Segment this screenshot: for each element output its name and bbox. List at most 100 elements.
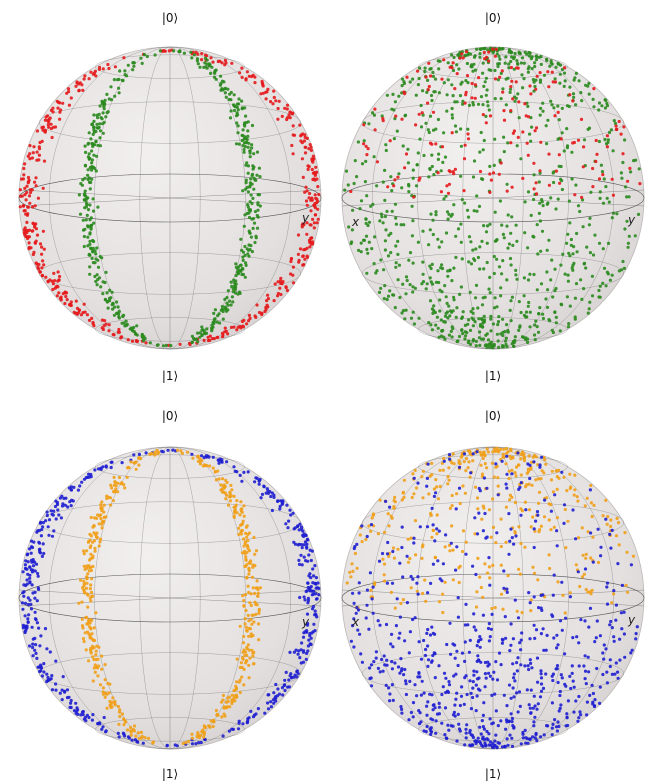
state-point — [250, 146, 254, 150]
state-point — [520, 335, 525, 339]
state-point — [404, 292, 408, 296]
state-point — [80, 480, 84, 484]
state-point — [284, 670, 288, 675]
state-point — [307, 147, 311, 151]
state-point — [571, 263, 575, 268]
state-point — [237, 142, 241, 146]
state-point — [522, 456, 527, 460]
state-point — [253, 75, 257, 79]
state-point — [227, 729, 231, 733]
state-point — [609, 128, 614, 132]
state-point — [67, 103, 71, 107]
state-point — [460, 454, 464, 458]
state-point — [89, 557, 93, 561]
state-point — [82, 590, 87, 595]
state-point — [619, 132, 623, 136]
state-point — [533, 715, 537, 719]
state-point — [83, 163, 87, 167]
state-point — [265, 303, 269, 307]
state-point — [359, 652, 363, 656]
state-point — [94, 129, 98, 134]
state-point — [558, 81, 562, 85]
state-point — [478, 52, 482, 56]
state-point — [469, 65, 473, 69]
state-point — [296, 233, 301, 237]
state-point — [393, 117, 397, 121]
state-point — [96, 258, 100, 262]
state-point — [525, 52, 529, 56]
state-point — [526, 278, 531, 282]
state-point — [285, 503, 289, 507]
state-point — [468, 342, 473, 346]
state-point — [233, 508, 237, 512]
state-point — [384, 148, 388, 153]
state-point — [240, 675, 244, 679]
state-point — [486, 100, 490, 104]
state-point — [541, 686, 546, 691]
state-point — [445, 210, 450, 214]
state-point — [541, 312, 545, 316]
state-point — [97, 721, 102, 725]
state-point — [25, 220, 29, 224]
state-point — [532, 333, 537, 337]
state-point — [544, 648, 548, 652]
state-point — [542, 455, 546, 460]
state-point — [528, 476, 532, 481]
state-point — [388, 699, 392, 703]
state-point — [87, 176, 91, 180]
state-point — [443, 733, 447, 737]
state-point — [229, 494, 233, 498]
state-point — [456, 227, 461, 231]
state-point — [437, 335, 441, 339]
state-point — [389, 175, 393, 179]
state-point — [481, 148, 485, 152]
state-point — [403, 639, 407, 643]
state-point — [535, 656, 540, 660]
state-point — [567, 322, 571, 326]
state-point — [398, 615, 402, 619]
state-point — [523, 200, 527, 204]
state-point — [88, 265, 92, 269]
state-point — [113, 65, 117, 69]
state-point — [76, 488, 80, 492]
state-point — [534, 78, 538, 82]
state-point — [484, 536, 488, 540]
state-point — [466, 81, 470, 85]
state-point — [367, 122, 371, 126]
state-point — [561, 593, 565, 598]
state-point — [175, 448, 180, 452]
state-point — [426, 101, 430, 105]
state-point — [246, 584, 250, 588]
state-point — [212, 75, 217, 79]
state-point — [117, 91, 121, 95]
state-point — [317, 593, 321, 597]
state-point — [380, 657, 384, 662]
state-point — [501, 87, 505, 91]
state-point — [107, 97, 111, 101]
state-point — [497, 741, 501, 745]
state-point — [360, 660, 364, 664]
state-point — [509, 622, 513, 626]
state-point — [416, 481, 420, 485]
state-point — [475, 47, 479, 51]
state-point — [500, 69, 504, 73]
state-point — [315, 170, 319, 174]
state-point — [94, 535, 98, 539]
state-point — [117, 327, 121, 332]
state-point — [590, 514, 594, 519]
state-point — [29, 568, 33, 572]
state-point — [311, 607, 315, 611]
state-point — [42, 159, 47, 163]
state-point — [103, 297, 107, 302]
state-point — [548, 566, 552, 571]
state-point — [499, 447, 503, 451]
state-point — [351, 591, 355, 595]
state-point — [22, 173, 26, 177]
state-point — [400, 311, 404, 315]
state-point — [101, 131, 105, 135]
state-point — [241, 594, 245, 598]
state-point — [511, 131, 515, 135]
state-point — [431, 528, 435, 533]
state-point — [90, 149, 94, 153]
state-point — [266, 489, 270, 493]
